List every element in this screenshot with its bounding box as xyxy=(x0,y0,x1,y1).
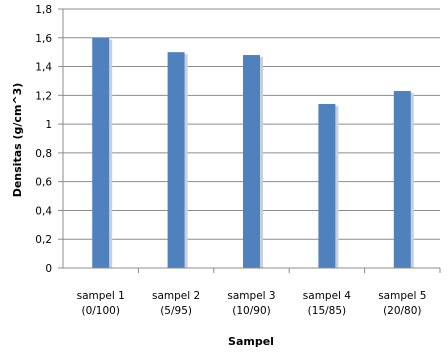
bar xyxy=(92,37,110,269)
x-category-labels: sampel 1 (0/100) sampel 2 (5/95) sampel 3 (10… xyxy=(77,290,427,317)
bar xyxy=(243,55,260,268)
x-category-label: (10/90) xyxy=(232,305,270,317)
y-tick-labels: 0 0,2 0,4 0,6 0,8 1 1,2 1,4 1,6 1,8 xyxy=(35,4,52,275)
bars xyxy=(92,37,414,269)
x-category-label: sampel 1 xyxy=(77,290,125,302)
x-category-label: (0/100) xyxy=(81,305,119,317)
y-tick-label: 1,4 xyxy=(35,62,52,74)
y-axis-title: Densitas (g/cm^3) xyxy=(11,83,24,198)
x-category-label: sampel 2 xyxy=(152,290,200,302)
x-axis-title: Sampel xyxy=(228,335,274,348)
x-category-label: sampel 5 xyxy=(378,290,426,302)
y-tick-label: 0,8 xyxy=(35,148,52,160)
y-tick-label: 0,4 xyxy=(35,205,52,217)
x-category-label: (15/85) xyxy=(308,305,346,317)
bar-shadow xyxy=(410,93,414,269)
bar xyxy=(318,103,336,268)
y-tick-label: 1,2 xyxy=(35,90,52,102)
y-tick-label: 0 xyxy=(45,263,52,275)
y-tick-label: 0,2 xyxy=(35,234,52,246)
x-category-label: (5/95) xyxy=(160,305,192,317)
bar xyxy=(167,52,185,268)
bar xyxy=(393,91,411,269)
x-category-label: sampel 3 xyxy=(227,290,275,302)
x-category-label: (20/80) xyxy=(383,305,421,317)
bar-shadow xyxy=(335,105,339,268)
y-tick-label: 0,6 xyxy=(35,177,52,189)
bar-shadow xyxy=(184,54,188,268)
y-tick-label: 1,6 xyxy=(35,33,52,45)
bar-shadow xyxy=(109,39,113,269)
axes xyxy=(58,8,441,273)
bar-shadow xyxy=(260,57,263,268)
y-tick-label: 1,8 xyxy=(35,4,52,16)
y-tick-label: 1 xyxy=(45,119,52,131)
x-category-label: sampel 4 xyxy=(303,290,352,302)
